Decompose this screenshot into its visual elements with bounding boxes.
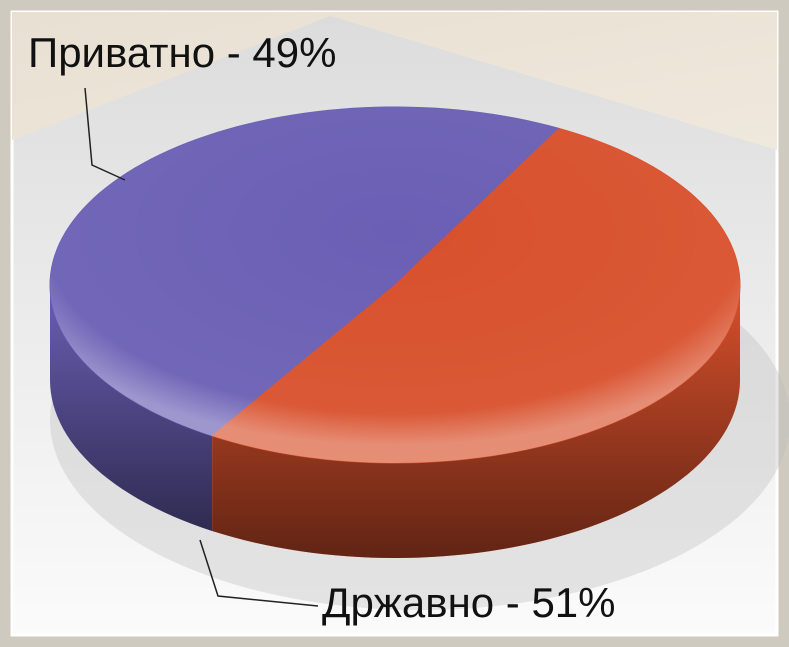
- back-wall: [12, 12, 777, 150]
- leader-line: [199, 539, 319, 607]
- slice-label: Приватно - 49%: [28, 29, 336, 76]
- side-shade: [212, 285, 740, 558]
- gloss: [50, 107, 740, 463]
- labels: Приватно - 49% Државно - 51%: [28, 29, 616, 626]
- pie: [49, 106, 741, 558]
- leader-line: [84, 87, 126, 181]
- slice-label: Државно - 51%: [322, 579, 616, 626]
- side-shade: [50, 285, 213, 531]
